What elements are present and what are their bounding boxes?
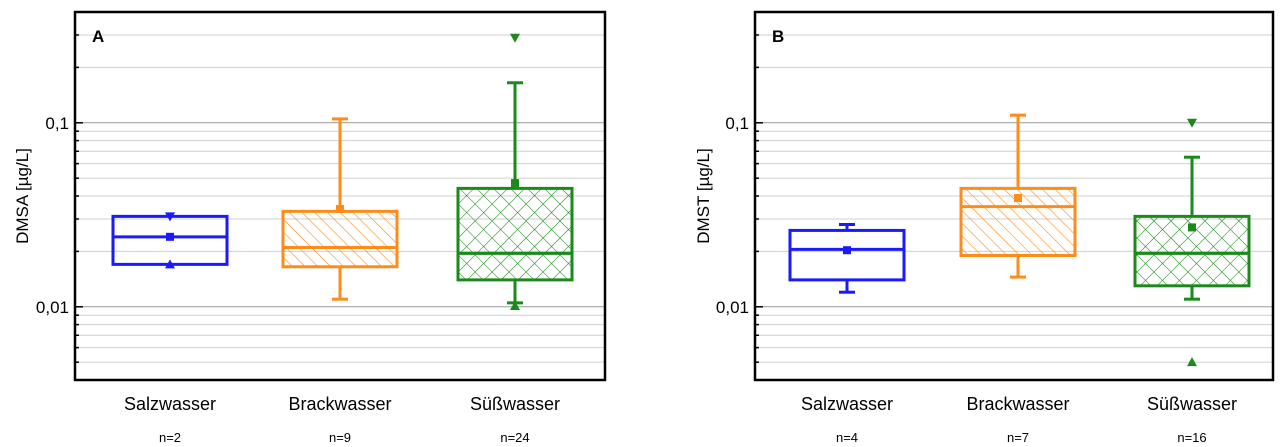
panel-b: 0,01 0,1 B DMST [µg/L] Salzwasser Brackwas… xyxy=(694,10,1275,445)
box-body xyxy=(456,186,574,282)
sample-size-label: n=7 xyxy=(1007,430,1029,445)
y-tick-label: 0,01 xyxy=(36,298,69,317)
panel-a-x-labels: Salzwasser Brackwasser Süßwasser xyxy=(124,394,560,414)
y-tick-label: 0,1 xyxy=(725,114,749,133)
sample-size-label: n=16 xyxy=(1177,430,1206,445)
y-tick-label: 0,01 xyxy=(716,298,749,317)
panel-b-label: B xyxy=(772,27,784,46)
box-2 xyxy=(281,117,399,301)
mean-marker xyxy=(511,179,519,188)
mean-marker xyxy=(843,246,851,255)
max-marker xyxy=(165,212,175,222)
x-category-label: Süßwasser xyxy=(470,394,560,414)
x-category-label: Süßwasser xyxy=(1147,394,1237,414)
y-tick-label: 0,1 xyxy=(45,114,69,133)
box-1 xyxy=(111,212,229,269)
min-marker xyxy=(510,300,520,310)
max-marker xyxy=(1187,118,1197,128)
panel-b-x-labels: Salzwasser Brackwasser Süßwasser xyxy=(801,394,1237,414)
sample-size-label: n=2 xyxy=(159,430,181,445)
panel-a-y-axis-title: DMSA [µg/L] xyxy=(13,148,32,244)
panel-b-boxes xyxy=(788,113,1251,367)
sample-size-label: n=9 xyxy=(329,430,351,445)
panel-a: 0,01 0,1 A DMSA [µg/L] Salzwasser Brackwas… xyxy=(13,10,607,445)
mean-marker xyxy=(166,232,174,241)
box-2 xyxy=(959,113,1077,279)
panel-b-n-labels: n=4 n=7 n=16 xyxy=(836,430,1207,445)
sample-size-label: n=4 xyxy=(836,430,858,445)
mean-marker xyxy=(336,204,344,213)
x-category-label: Salzwasser xyxy=(124,394,216,414)
sample-size-label: n=24 xyxy=(500,430,529,445)
box-body xyxy=(788,228,906,282)
panel-a-boxes xyxy=(111,33,574,310)
min-marker xyxy=(165,259,175,269)
box-3 xyxy=(1133,118,1251,367)
panel-a-label: A xyxy=(92,27,104,46)
box-3 xyxy=(456,33,574,310)
box-body xyxy=(281,209,399,269)
mean-marker xyxy=(1014,194,1022,203)
x-category-label: Brackwasser xyxy=(966,394,1069,414)
panel-b-frame xyxy=(753,10,1275,382)
max-marker xyxy=(510,33,520,43)
mean-marker xyxy=(1188,223,1196,232)
panel-a-n-labels: n=2 n=9 n=24 xyxy=(159,430,530,445)
x-category-label: Salzwasser xyxy=(801,394,893,414)
panel-a-frame xyxy=(73,10,607,382)
panel-a-ticks: 0,01 0,1 xyxy=(36,11,83,381)
x-category-label: Brackwasser xyxy=(288,394,391,414)
min-marker xyxy=(1187,357,1197,367)
panel-b-y-axis-title: DMST [µg/L] xyxy=(694,148,713,243)
box-1 xyxy=(788,223,906,294)
